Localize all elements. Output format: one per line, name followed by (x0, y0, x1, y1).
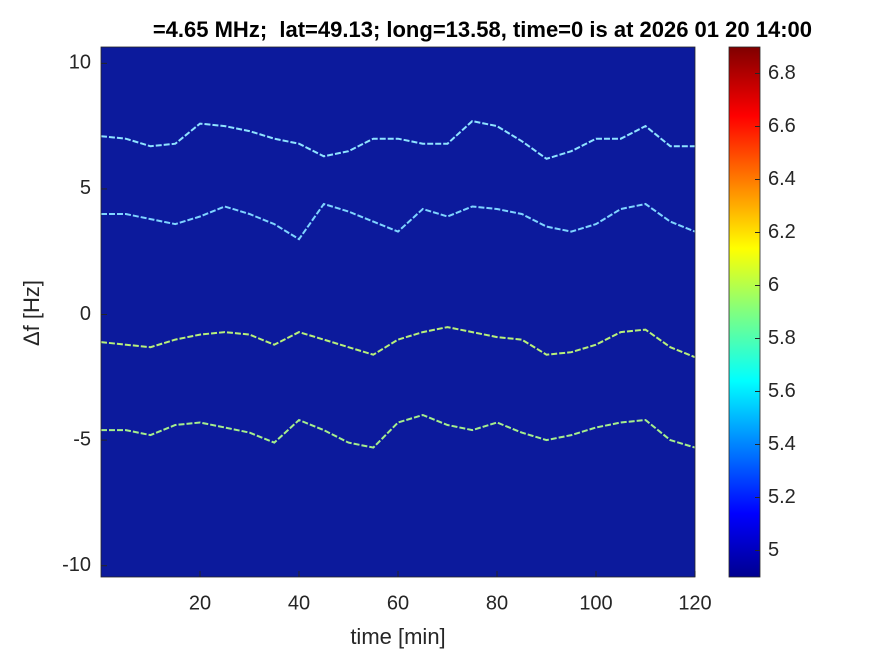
y-tick-label: 0 (80, 303, 91, 325)
x-tick-label: 100 (579, 592, 612, 614)
y-tick-label: -5 (73, 428, 91, 450)
traces (101, 120, 695, 449)
x-tick-label: 60 (387, 592, 409, 614)
x-tick-label: 40 (288, 592, 310, 614)
colorbar-tick-label: 5.8 (768, 327, 796, 349)
trace (101, 413, 695, 449)
y-tick-label: 10 (69, 52, 91, 74)
chart-title: =4.65 MHz; lat=49.13; long=13.58, time=0… (153, 17, 812, 42)
y-tick-label: -10 (62, 554, 91, 576)
x-tick-label: 80 (486, 592, 508, 614)
trace (101, 326, 695, 359)
colorbar-tick-label: 6.6 (768, 115, 796, 137)
trace (101, 202, 695, 241)
x-tick-label: 120 (678, 592, 711, 614)
colorbar-tick-label: 6.2 (768, 221, 796, 243)
plot-background (101, 47, 695, 577)
trace (101, 120, 695, 160)
colorbar-tick-label: 5.6 (768, 380, 796, 402)
colorbar-tick-label: 5 (768, 539, 779, 561)
colorbar-tick-label: 6 (768, 274, 779, 296)
y-axis-label: Δf [Hz] (19, 280, 44, 346)
x-tick-label: 20 (189, 592, 211, 614)
colorbar-tick-label: 5.4 (768, 433, 796, 455)
colorbar-tick-label: 6.4 (768, 168, 796, 190)
colorbar-tick-label: 6.8 (768, 62, 796, 84)
x-axis-label: time [min] (350, 624, 445, 649)
colorbar (728, 46, 761, 578)
y-tick-label: 5 (80, 177, 91, 199)
colorbar-tick-label: 5.2 (768, 486, 796, 508)
